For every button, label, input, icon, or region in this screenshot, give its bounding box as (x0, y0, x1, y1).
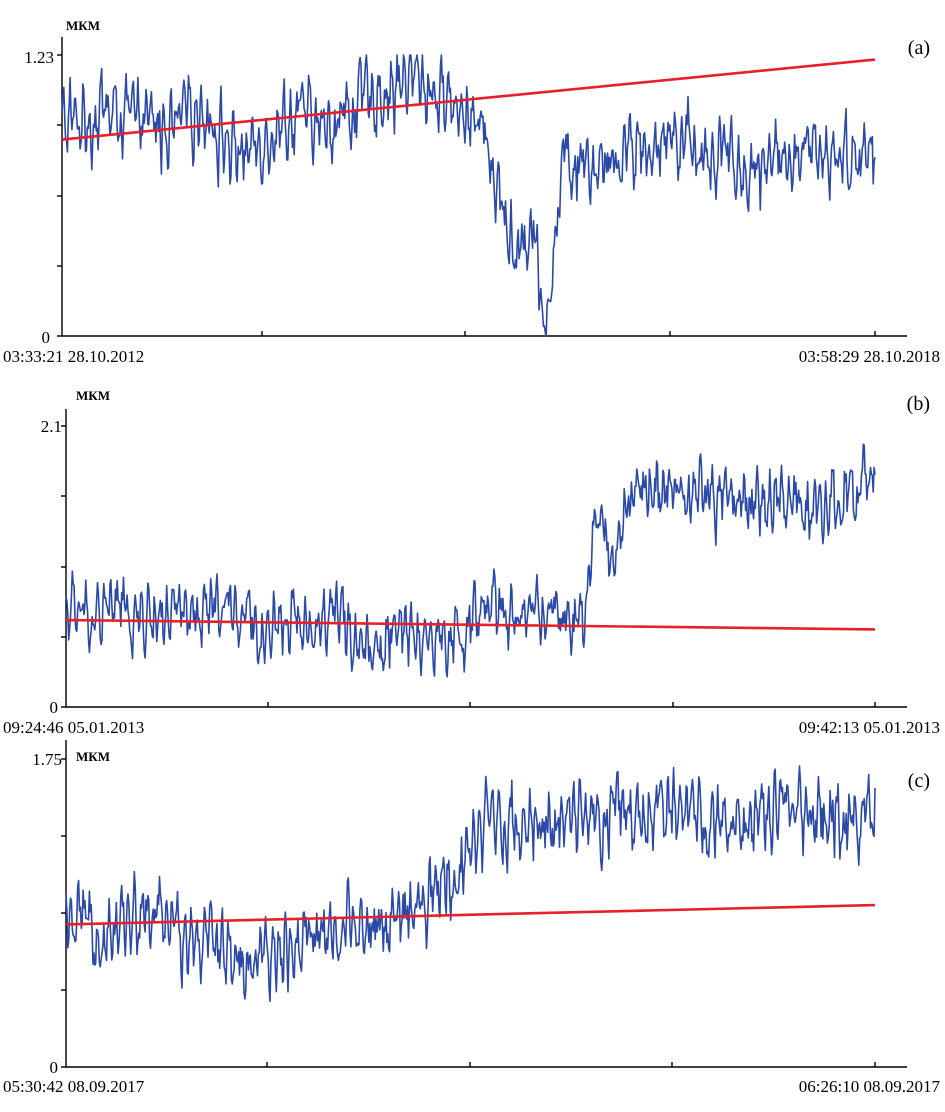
x-start-label: 09:24:46 05.01.2013 (3, 718, 144, 737)
y-tick-zero-label: 0 (50, 1058, 59, 1077)
trend-line (65, 618, 876, 631)
y-tick-zero-label: 0 (42, 328, 51, 347)
y-unit-label: МКМ (76, 749, 110, 764)
panel-a: МКМ 1.23 0 (a) 03:33:21 28.10.2012 03:58… (3, 18, 940, 366)
y-unit-label: МКМ (76, 388, 110, 403)
plot-area (65, 443, 876, 678)
trend-line (61, 58, 876, 141)
axis-ticks (61, 425, 876, 708)
axes (65, 409, 907, 708)
panel-letter: (b) (907, 393, 930, 415)
trend-line (65, 903, 876, 926)
panel-c: МКМ 1.75 0 (c) 05:30:42 08.09.2017 06:26… (3, 740, 940, 1096)
signal-series-line (65, 765, 876, 1003)
plot-area (61, 54, 876, 337)
y-tick-max-label: 1.23 (24, 48, 54, 67)
signal-series-line (65, 443, 876, 678)
x-end-label: 06:26:10 08.09.2017 (799, 1077, 941, 1096)
axis-ticks (61, 758, 876, 1068)
panel-letter: (a) (908, 37, 930, 59)
plot-area (65, 765, 876, 1003)
y-tick-max-label: 1.75 (32, 750, 62, 769)
panel-b: МКМ 2.1 0 (b) 09:24:46 05.01.2013 09:42:… (3, 388, 940, 737)
y-tick-max-label: 2.1 (41, 417, 62, 436)
y-tick-zero-label: 0 (50, 698, 59, 717)
x-end-label: 09:42:13 05.01.2013 (799, 718, 940, 737)
axis-ticks (57, 54, 876, 337)
y-unit-label: МКМ (66, 18, 100, 33)
x-start-label: 05:30:42 08.09.2017 (3, 1077, 145, 1096)
signal-series-line (61, 54, 876, 337)
panel-letter: (c) (908, 770, 930, 792)
x-end-label: 03:58:29 28.10.2018 (799, 347, 940, 366)
x-start-label: 03:33:21 28.10.2012 (3, 347, 144, 366)
